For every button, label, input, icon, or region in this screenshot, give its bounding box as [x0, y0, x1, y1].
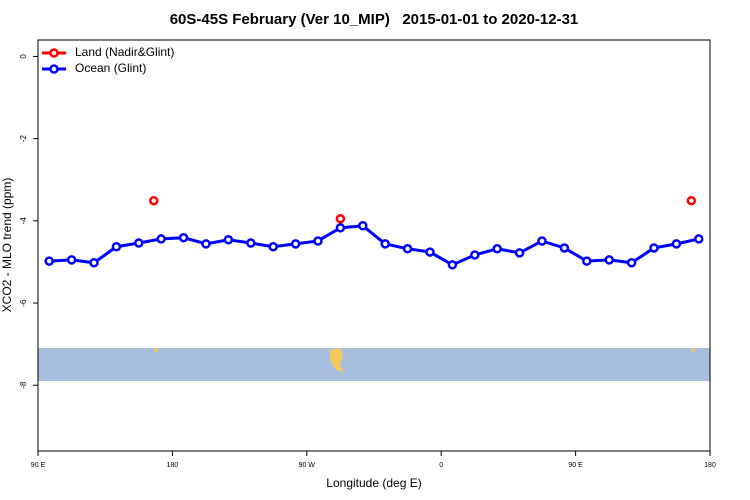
- data-point: [111, 241, 122, 252]
- data-point: [290, 239, 301, 249]
- data-point: [358, 221, 368, 231]
- x-tick-label: 90 E: [568, 462, 583, 469]
- data-point: [470, 250, 480, 260]
- plot-frame: [37, 39, 711, 452]
- data-point: [268, 241, 278, 252]
- data-point: [402, 244, 413, 254]
- x-tick-label: 90 W: [299, 462, 316, 469]
- land-patch: [154, 348, 158, 352]
- land-patch: [691, 348, 695, 352]
- data-point: [313, 236, 323, 246]
- data-point: [246, 238, 256, 248]
- data-point: [694, 234, 704, 244]
- data-point: [148, 195, 159, 206]
- data-point: [686, 195, 697, 206]
- y-tick-label: -2: [19, 135, 28, 143]
- data-point: [649, 243, 659, 253]
- x-tick-label: 180: [704, 462, 716, 469]
- data-point: [626, 258, 637, 268]
- legend-marker: [49, 64, 59, 74]
- map-strip: [38, 348, 710, 381]
- y-tick-label: -4: [19, 217, 28, 225]
- data-point: [89, 258, 99, 268]
- data-point: [178, 232, 189, 243]
- data-point: [66, 255, 77, 265]
- ocean-band: [38, 348, 710, 381]
- data-point: [134, 238, 144, 248]
- data-point: [380, 239, 390, 249]
- y-tick-label: 0: [19, 54, 28, 59]
- y-axis-title: XCO2 - MLO trend (ppm): [0, 178, 14, 313]
- y-tick-label: -6: [19, 299, 28, 307]
- data-point: [335, 223, 346, 233]
- x-axis-title: Longitude (deg E): [326, 476, 421, 490]
- data-point: [559, 243, 570, 253]
- data-point: [335, 214, 346, 224]
- x-tick-label: 0: [439, 462, 443, 469]
- data-point: [201, 239, 211, 249]
- data-point: [604, 255, 614, 265]
- data-point: [425, 247, 435, 257]
- data-point: [223, 234, 234, 245]
- chart-title: 60S-45S February (Ver 10_MIP) 2015-01-01…: [170, 11, 579, 28]
- x-tick-label: 90 E: [31, 462, 46, 469]
- data-point: [671, 239, 682, 249]
- legend-label: Ocean (Glint): [75, 61, 146, 75]
- land-patch: [330, 348, 344, 372]
- y-tick-label: -8: [19, 381, 28, 389]
- series-line: [49, 224, 700, 267]
- legend-marker: [49, 48, 59, 58]
- data-point: [44, 256, 54, 266]
- data-point: [492, 244, 502, 254]
- data-point: [156, 234, 166, 244]
- legend-label: Land (Nadir&Glint): [75, 45, 174, 59]
- data-point: [582, 256, 592, 266]
- data-point: [537, 236, 547, 246]
- data-point: [514, 248, 525, 258]
- x-tick-label: 180: [167, 462, 179, 469]
- data-point: [447, 260, 458, 270]
